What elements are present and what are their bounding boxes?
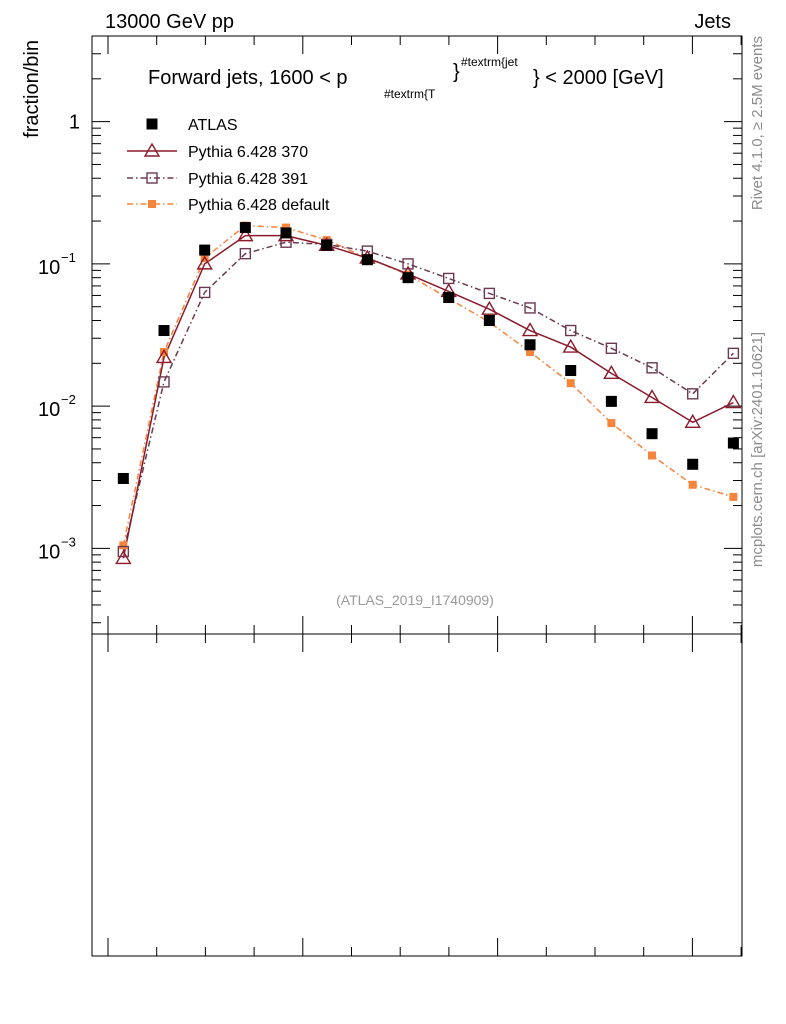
series-0-point bbox=[443, 292, 455, 304]
series-0-point bbox=[646, 428, 658, 440]
legend-marker-2 bbox=[146, 172, 158, 184]
series-2-point bbox=[565, 324, 577, 337]
analysis-watermark: (ATLAS_2019_I1740909) bbox=[336, 592, 494, 608]
series-3-point bbox=[160, 348, 169, 357]
ratio-plot-frame bbox=[91, 633, 743, 957]
mcplots-label: mcplots.cern.ch [arXiv:2401.10621] bbox=[749, 332, 766, 567]
series-2-point bbox=[524, 302, 536, 314]
title-brace: } bbox=[453, 61, 460, 83]
header-right: Jets bbox=[694, 11, 731, 33]
series-2-point bbox=[117, 545, 130, 558]
y-axis-tick-labels: 110−110−210−3 bbox=[38, 112, 80, 564]
title-main: Forward jets, 1600 < p bbox=[148, 67, 348, 89]
legend-marker-0 bbox=[146, 118, 158, 130]
series-1-point bbox=[155, 349, 173, 364]
series-1-point bbox=[481, 300, 498, 315]
series-3-point bbox=[729, 492, 738, 501]
series-2-point bbox=[483, 287, 496, 300]
series-0-point bbox=[158, 325, 170, 337]
series-line-1 bbox=[122, 234, 734, 559]
legend-marker-1 bbox=[143, 142, 161, 157]
series-3-point bbox=[688, 480, 697, 489]
legend-label-1: Pythia 6.428 370 bbox=[188, 144, 308, 161]
series-1-point bbox=[603, 364, 620, 380]
y-tick-label: 10 bbox=[38, 541, 60, 563]
data-series-layer bbox=[115, 221, 742, 565]
series-1-point bbox=[196, 255, 213, 270]
series-1-point bbox=[237, 227, 254, 242]
y-axis-ticks bbox=[92, 35, 742, 624]
y-tick-label: 10 bbox=[38, 257, 60, 279]
legend-label-0: ATLAS bbox=[188, 117, 238, 134]
series-0-point bbox=[687, 458, 699, 470]
y-tick-label: 10 bbox=[38, 399, 60, 421]
x-axis-ticks bbox=[107, 36, 742, 956]
series-0-point bbox=[117, 472, 129, 484]
series-0-point bbox=[565, 365, 577, 377]
series-3-point bbox=[526, 348, 535, 357]
series-2-point bbox=[158, 376, 170, 388]
legend-label-3: Pythia 6.428 default bbox=[188, 197, 330, 214]
series-2-point bbox=[239, 247, 252, 260]
series-1-point bbox=[643, 389, 661, 404]
series-0-point bbox=[402, 272, 414, 284]
series-2-point bbox=[442, 272, 455, 285]
series-0-point bbox=[199, 244, 211, 256]
series-3-point bbox=[648, 451, 657, 460]
y-tick-label-exponent: −2 bbox=[61, 392, 76, 407]
title-tail: } < 2000 [GeV] bbox=[533, 67, 664, 89]
legend-marker-3 bbox=[148, 200, 156, 208]
legend: ATLAS Pythia 6.428 370 Pythia 6.428 391 Pyt… bbox=[127, 117, 330, 214]
header-left: 13000 GeV pp bbox=[105, 11, 234, 33]
series-1-point bbox=[684, 413, 701, 428]
series-2-point bbox=[646, 362, 658, 374]
series-2-point bbox=[727, 347, 740, 360]
y-axis-label: fraction/bin bbox=[21, 40, 43, 138]
y-tick-label-exponent: −1 bbox=[61, 250, 76, 265]
rivet-label: Rivet 4.1.0, ≥ 2.5M events bbox=[749, 36, 766, 210]
series-0-point bbox=[280, 227, 292, 239]
legend-label-2: Pythia 6.428 391 bbox=[188, 171, 308, 188]
series-0-point bbox=[524, 339, 536, 351]
title-subscript: #textrm{T bbox=[384, 87, 436, 101]
series-2-point bbox=[402, 258, 414, 270]
series-0-point bbox=[605, 395, 617, 407]
series-2-point bbox=[687, 388, 699, 400]
series-2-point bbox=[605, 342, 618, 354]
series-1-point bbox=[725, 394, 742, 409]
series-0-point bbox=[321, 239, 333, 251]
series-1-point bbox=[115, 550, 132, 565]
series-line-3 bbox=[122, 224, 734, 546]
series-2-point bbox=[198, 286, 211, 299]
series-1-point bbox=[521, 322, 539, 337]
series-0-point bbox=[239, 222, 251, 234]
y-tick-label: 1 bbox=[69, 112, 80, 134]
series-0-point bbox=[727, 437, 739, 449]
series-3-point bbox=[607, 419, 616, 428]
series-1-point bbox=[562, 338, 579, 353]
series-3-point bbox=[119, 541, 128, 550]
series-3-point bbox=[566, 379, 575, 388]
chart-title: Forward jets, 1600 < p bbox=[148, 67, 348, 89]
series-line-2 bbox=[122, 241, 734, 552]
title-superscript: #textrm{jet bbox=[461, 55, 518, 69]
series-0-point bbox=[361, 254, 373, 266]
series-0-point bbox=[483, 314, 495, 326]
y-tick-label-exponent: −3 bbox=[61, 534, 76, 549]
